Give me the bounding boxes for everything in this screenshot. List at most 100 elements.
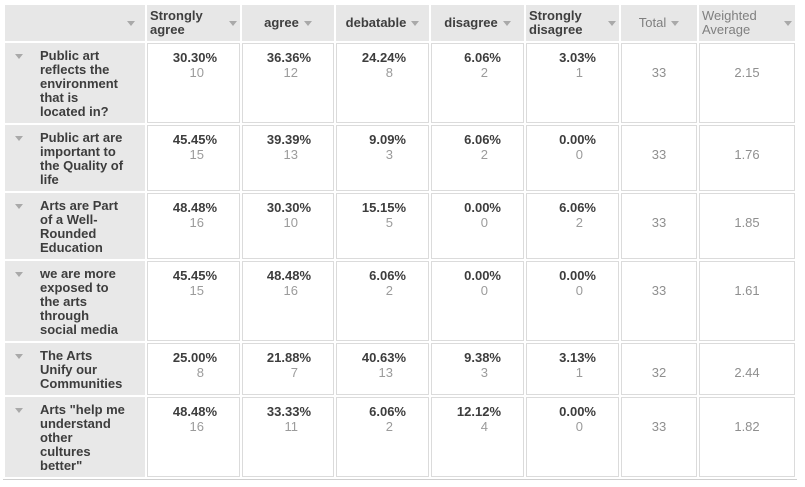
count-value: 7	[290, 365, 298, 380]
sort-arrow-icon[interactable]	[229, 20, 237, 26]
count-value: 2	[480, 147, 488, 162]
percentage-value: 48.48%	[266, 268, 311, 283]
table-row: Public art are important to the Quality …	[5, 125, 795, 191]
table-row: we are more exposed to the arts through …	[5, 261, 795, 341]
percentage-value: 0.00%	[559, 132, 596, 147]
row-dropdown-arrow-icon[interactable]	[15, 136, 23, 141]
data-cell: 6.06% 2	[431, 125, 524, 191]
column-header-label: Strongly agree	[150, 8, 203, 37]
count-value: 5	[385, 215, 393, 230]
percentage-value: 9.38%	[464, 350, 501, 365]
column-header-debatable[interactable]: debatable	[336, 5, 429, 41]
row-dropdown-arrow-icon[interactable]	[15, 408, 23, 413]
weighted-average-value: 2.44	[734, 365, 760, 380]
percentage-value: 45.45%	[172, 268, 217, 283]
count-value: 3	[480, 365, 488, 380]
count-value: 2	[480, 65, 488, 80]
percentage-value: 3.13%	[559, 350, 596, 365]
column-header-disagree[interactable]: disagree	[431, 5, 524, 41]
row-dropdown-arrow-icon[interactable]	[15, 204, 23, 209]
sort-arrow-icon[interactable]	[303, 20, 312, 26]
data-cell: 3.03% 1	[526, 43, 619, 123]
row-label: The Arts Unify our Communities	[40, 348, 123, 391]
data-cell: 45.45% 15	[147, 261, 240, 341]
row-label-cell: Public art are important to the Quality …	[5, 125, 145, 191]
data-cell: 33.33% 11	[242, 397, 334, 477]
row-label-cell: we are more exposed to the arts through …	[5, 261, 145, 341]
weighted-average-cell: 2.15	[699, 43, 795, 123]
column-header-label: Strongly disagree	[529, 8, 583, 37]
column-header-label: agree	[264, 15, 299, 30]
row-label: Arts are Part of a Well-Rounded Educatio…	[40, 198, 119, 255]
sort-arrow-icon[interactable]	[671, 20, 680, 26]
data-cell: 6.06% 2	[336, 397, 429, 477]
percentage-value: 21.88%	[266, 350, 311, 365]
data-cell: 36.36% 12	[242, 43, 334, 123]
data-cell: 39.39% 13	[242, 125, 334, 191]
percentage-value: 25.00%	[172, 350, 217, 365]
data-cell: 9.09% 3	[336, 125, 429, 191]
weighted-average-cell: 2.44	[699, 343, 795, 395]
column-header-weighted-average[interactable]: Weighted Average	[699, 5, 795, 41]
data-cell: 3.13% 1	[526, 343, 619, 395]
sort-arrow-icon[interactable]	[608, 20, 616, 26]
row-label: Public art are important to the Quality …	[40, 130, 124, 187]
header-row: Strongly agree agree debatable disagree …	[5, 5, 795, 41]
data-cell: 25.00% 8	[147, 343, 240, 395]
percentage-value: 24.24%	[361, 50, 406, 65]
row-dropdown-arrow-icon[interactable]	[15, 272, 23, 277]
total-value: 32	[651, 365, 667, 380]
count-value: 3	[385, 147, 393, 162]
corner-header-cell[interactable]	[5, 5, 145, 41]
count-value: 16	[283, 283, 298, 298]
percentage-value: 9.09%	[369, 132, 406, 147]
table-row: The Arts Unify our Communities 25.00% 8 …	[5, 343, 795, 395]
total-cell: 33	[621, 125, 697, 191]
percentage-value: 0.00%	[464, 268, 501, 283]
column-header-total[interactable]: Total	[621, 5, 697, 41]
weighted-average-cell: 1.61	[699, 261, 795, 341]
percentage-value: 48.48%	[172, 200, 217, 215]
percentage-value: 30.30%	[172, 50, 217, 65]
count-value: 10	[189, 65, 204, 80]
total-value: 33	[651, 147, 667, 162]
sort-arrow-icon[interactable]	[411, 20, 420, 26]
column-header-label: debatable	[345, 15, 407, 30]
weighted-average-cell: 1.76	[699, 125, 795, 191]
sort-arrow-icon[interactable]	[127, 20, 135, 26]
table-row: Arts "help me understand other cultures …	[5, 397, 795, 477]
sort-arrow-icon[interactable]	[502, 20, 511, 26]
count-value: 0	[480, 215, 488, 230]
data-cell: 9.38% 3	[431, 343, 524, 395]
column-header-strongly-disagree[interactable]: Strongly disagree	[526, 5, 619, 41]
count-value: 0	[480, 283, 488, 298]
row-label: we are more exposed to the arts through …	[40, 266, 119, 337]
percentage-value: 40.63%	[361, 350, 406, 365]
percentage-value: 15.15%	[361, 200, 406, 215]
row-dropdown-arrow-icon[interactable]	[15, 54, 23, 59]
percentage-value: 3.03%	[559, 50, 596, 65]
total-value: 33	[651, 215, 667, 230]
weighted-average-value: 1.61	[734, 283, 760, 298]
sort-arrow-icon[interactable]	[784, 20, 792, 26]
table-row: Arts are Part of a Well-Rounded Educatio…	[5, 193, 795, 259]
column-header-strongly-agree[interactable]: Strongly agree	[147, 5, 240, 41]
row-label: Public art reflects the environment that…	[40, 48, 119, 119]
row-dropdown-arrow-icon[interactable]	[15, 354, 23, 359]
data-cell: 30.30% 10	[242, 193, 334, 259]
row-label-cell: Public art reflects the environment that…	[5, 43, 145, 123]
percentage-value: 6.06%	[369, 404, 406, 419]
percentage-value: 6.06%	[369, 268, 406, 283]
total-cell: 33	[621, 397, 697, 477]
count-value: 2	[385, 419, 393, 434]
column-header-agree[interactable]: agree	[242, 5, 334, 41]
percentage-value: 6.06%	[464, 50, 501, 65]
count-value: 16	[189, 419, 204, 434]
percentage-value: 48.48%	[172, 404, 217, 419]
percentage-value: 30.30%	[266, 200, 311, 215]
count-value: 16	[189, 215, 204, 230]
data-cell: 30.30% 10	[147, 43, 240, 123]
weighted-average-cell: 1.82	[699, 397, 795, 477]
count-value: 0	[575, 419, 583, 434]
